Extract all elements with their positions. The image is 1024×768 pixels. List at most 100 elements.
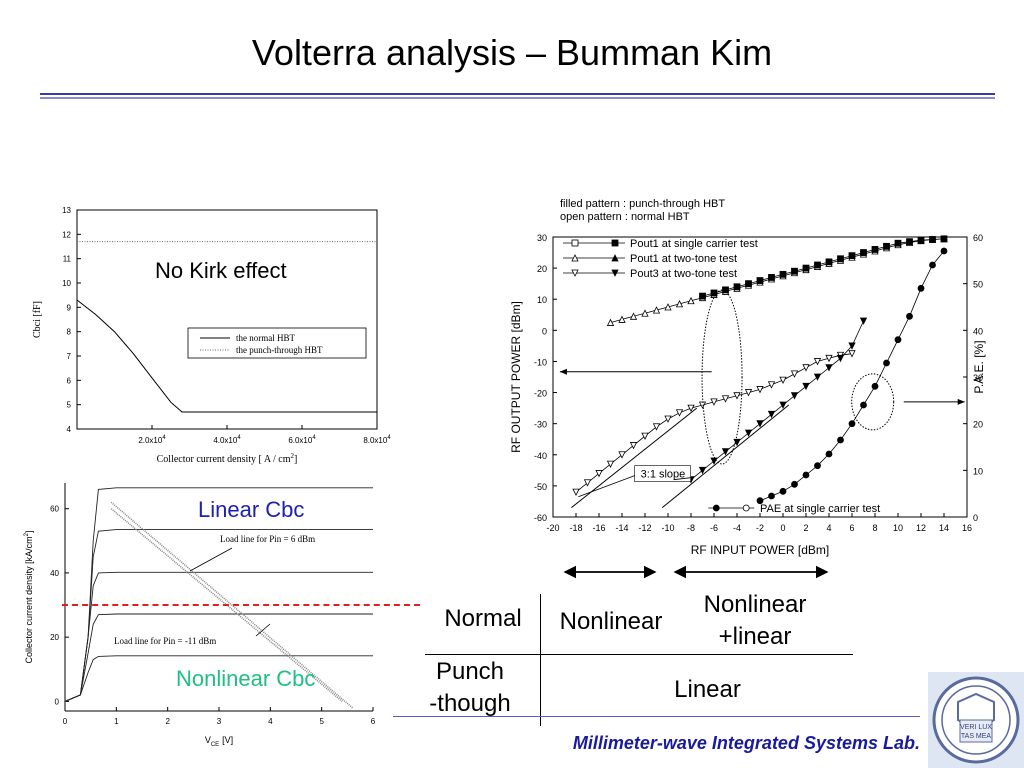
series-point-5	[918, 285, 924, 291]
series-point-3	[769, 382, 775, 388]
legend-swatch-marker	[713, 505, 719, 511]
x-tick-label: -4	[733, 523, 741, 533]
series-point-5	[930, 262, 936, 268]
series-point-2	[769, 274, 775, 280]
series-point-4	[861, 318, 867, 324]
x-axis-label: RF INPUT POWER [dBm]	[691, 543, 829, 557]
series-line-1	[611, 239, 945, 323]
series-point-2	[918, 237, 924, 243]
series-point-3	[677, 410, 683, 416]
pointer-arrowhead-left	[560, 369, 567, 375]
series-point-2	[941, 236, 947, 242]
series-point-5	[861, 402, 867, 408]
y-tick-label: 0	[542, 326, 547, 336]
range-arrows	[555, 562, 835, 582]
cbci-chart: 456789101112132.0x1044.0x1046.0x1048.0x1…	[20, 195, 400, 475]
x-tick-label: 3	[217, 717, 222, 726]
y-tick-label: -60	[534, 513, 547, 523]
x-tick-label: -18	[569, 523, 582, 533]
ellipse-marker-left	[702, 290, 742, 464]
legend-label: Pout3 at two-tone test	[630, 268, 737, 280]
series-point-2	[700, 293, 706, 299]
footer-rule	[393, 716, 920, 717]
x-tick-label: 8	[872, 523, 877, 533]
series-point-2	[803, 265, 809, 271]
y2-tick-label: 60	[973, 233, 983, 243]
series-point-2	[746, 281, 752, 287]
series-point-2	[757, 278, 763, 284]
series-point-5	[895, 337, 901, 343]
y2-axis-label: P.A.E. [%]	[972, 340, 986, 393]
series-point-5	[769, 493, 775, 499]
x-tick-label: -14	[615, 523, 628, 533]
series-point-2	[872, 246, 878, 252]
series-point-3	[746, 390, 752, 396]
x-tick-label: 1	[114, 717, 119, 726]
x-tick-label: 16	[962, 523, 972, 533]
legend-label: Pout1 at single carrier test	[630, 238, 758, 250]
series-point-3	[700, 402, 706, 408]
x-tick-label: 4.0x104	[213, 435, 241, 445]
table-vertical-rule	[540, 594, 541, 726]
table-row-punch-label: Punch -though	[415, 656, 525, 720]
legend-swatch-marker	[572, 240, 578, 246]
x-tick-label: -2	[756, 523, 764, 533]
x-tick-label: 2	[165, 717, 170, 726]
series-point-1	[688, 298, 694, 304]
nonlinear-cbc-label: Nonlinear Cbc	[176, 666, 315, 692]
y-axis-label: RF OUTPUT POWER [dBm]	[509, 301, 523, 453]
x-tick-label: 10	[893, 523, 903, 533]
x-tick-label: 2	[803, 523, 808, 533]
x-tick-label: 0	[63, 717, 68, 726]
legend-swatch-marker	[743, 505, 749, 511]
series-point-5	[907, 313, 913, 319]
series-point-3	[826, 355, 832, 361]
series-point-5	[849, 421, 855, 427]
series-point-5	[780, 488, 786, 494]
x-tick-label: 14	[939, 523, 949, 533]
series-point-2	[815, 262, 821, 268]
table-row-normal-label: Normal	[428, 603, 538, 635]
logo-text-bottom: TAS MEA	[961, 733, 992, 740]
y-tick-label: -10	[534, 357, 547, 367]
y-tick-label: 40	[50, 569, 59, 578]
y-tick-label: 12	[62, 230, 71, 239]
x-tick-label: 2.0x104	[138, 435, 166, 445]
x-axis-label: VCE[V]	[205, 735, 233, 748]
x-tick-label: 4	[826, 523, 831, 533]
x-tick-label: -20	[546, 523, 559, 533]
x-tick-label: 8.0x104	[363, 435, 391, 445]
load-line-label-minus11dbm: Load line for Pin = -11 dBm	[114, 636, 216, 646]
y-tick-label: 6	[67, 376, 72, 385]
y2-tick-label: 20	[973, 420, 983, 430]
slide-title: Volterra analysis – Bumman Kim	[0, 32, 1024, 74]
series-line-4	[691, 321, 864, 480]
series-point-5	[838, 437, 844, 443]
x-tick-label: 6	[371, 717, 376, 726]
series-point-2	[792, 268, 798, 274]
university-seal-logo: VERI LUX TAS MEA	[928, 672, 1024, 768]
y-tick-label: 0	[55, 697, 60, 706]
title-rule	[40, 93, 995, 99]
y-tick-label: -40	[534, 451, 547, 461]
series-point-3	[792, 371, 798, 377]
series-point-2	[711, 290, 717, 296]
series-point-3	[688, 405, 694, 411]
series-point-3	[573, 489, 579, 495]
y-tick-label: 9	[67, 303, 72, 312]
series-point-3	[711, 399, 717, 405]
y-tick-label: 13	[62, 206, 71, 215]
series-point-1	[654, 307, 660, 313]
pointer-arrowhead-right	[958, 399, 965, 405]
x-tick-label: 4	[268, 717, 273, 726]
x-tick-label: -6	[710, 523, 718, 533]
x-tick-label: -16	[592, 523, 605, 533]
y-tick-label: -20	[534, 389, 547, 399]
x-tick-label: 6.0x104	[288, 435, 316, 445]
dashed-marker-line	[62, 604, 420, 606]
series-point-3	[803, 365, 809, 371]
series-point-2	[780, 271, 786, 277]
x-tick-label: 12	[916, 523, 926, 533]
lab-name: Millimeter-wave Integrated Systems Lab.	[500, 733, 920, 754]
table-horizontal-rule	[425, 654, 853, 655]
